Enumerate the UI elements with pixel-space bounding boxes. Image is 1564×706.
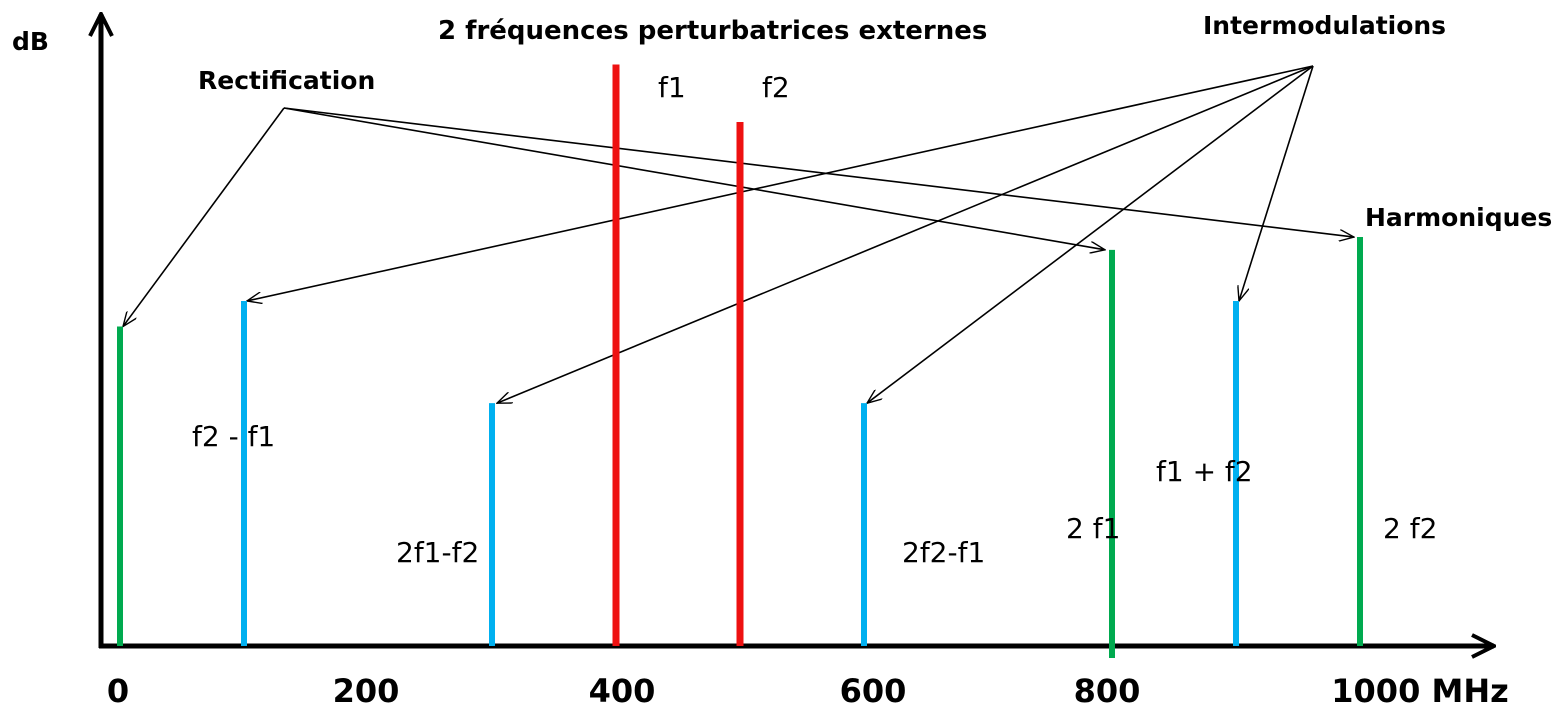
intermodulation-arrow [497, 65, 1314, 404]
label-2f2: 2 f2 [1383, 512, 1437, 545]
label-f2: f2 [762, 71, 790, 104]
chart-title: 2 fréquences perturbatrices externes [438, 16, 987, 46]
rectification-arrow [283, 107, 1354, 237]
label-f1-plus-f2: f1 + f2 [1156, 455, 1253, 488]
intermodulation-arrow [867, 65, 1314, 403]
label-f1: f1 [658, 71, 686, 104]
rectification-arrow [283, 107, 1105, 250]
x-tick-label: 200 [333, 672, 400, 706]
x-tick-label: 400 [589, 672, 656, 706]
x-tick-label: 800 [1074, 672, 1141, 706]
label-2f2-minus-f1: 2f2-f1 [902, 536, 985, 569]
intermodulation-arrow [1239, 65, 1314, 301]
label-2f1-minus-f2: 2f1-f2 [396, 536, 479, 569]
x-tick-label: 0 [107, 672, 129, 706]
rectification-arrow [123, 107, 285, 327]
x-tick-label: 1000 MHz [1331, 672, 1508, 706]
label-f2-minus-f1: f2 - f1 [192, 420, 275, 453]
intermodulation-arrow [247, 65, 1314, 301]
harmoniques-label: Harmoniques [1365, 203, 1552, 232]
annotation-arrows [123, 65, 1354, 404]
spectral-lines [117, 64, 1363, 658]
y-axis-label: dB [12, 27, 49, 56]
rectification-label: Rectification [198, 66, 375, 95]
intermodulations-label: Intermodulations [1203, 11, 1446, 40]
x-tick-label: 600 [840, 672, 907, 706]
label-2f1: 2 f1 [1066, 512, 1120, 545]
